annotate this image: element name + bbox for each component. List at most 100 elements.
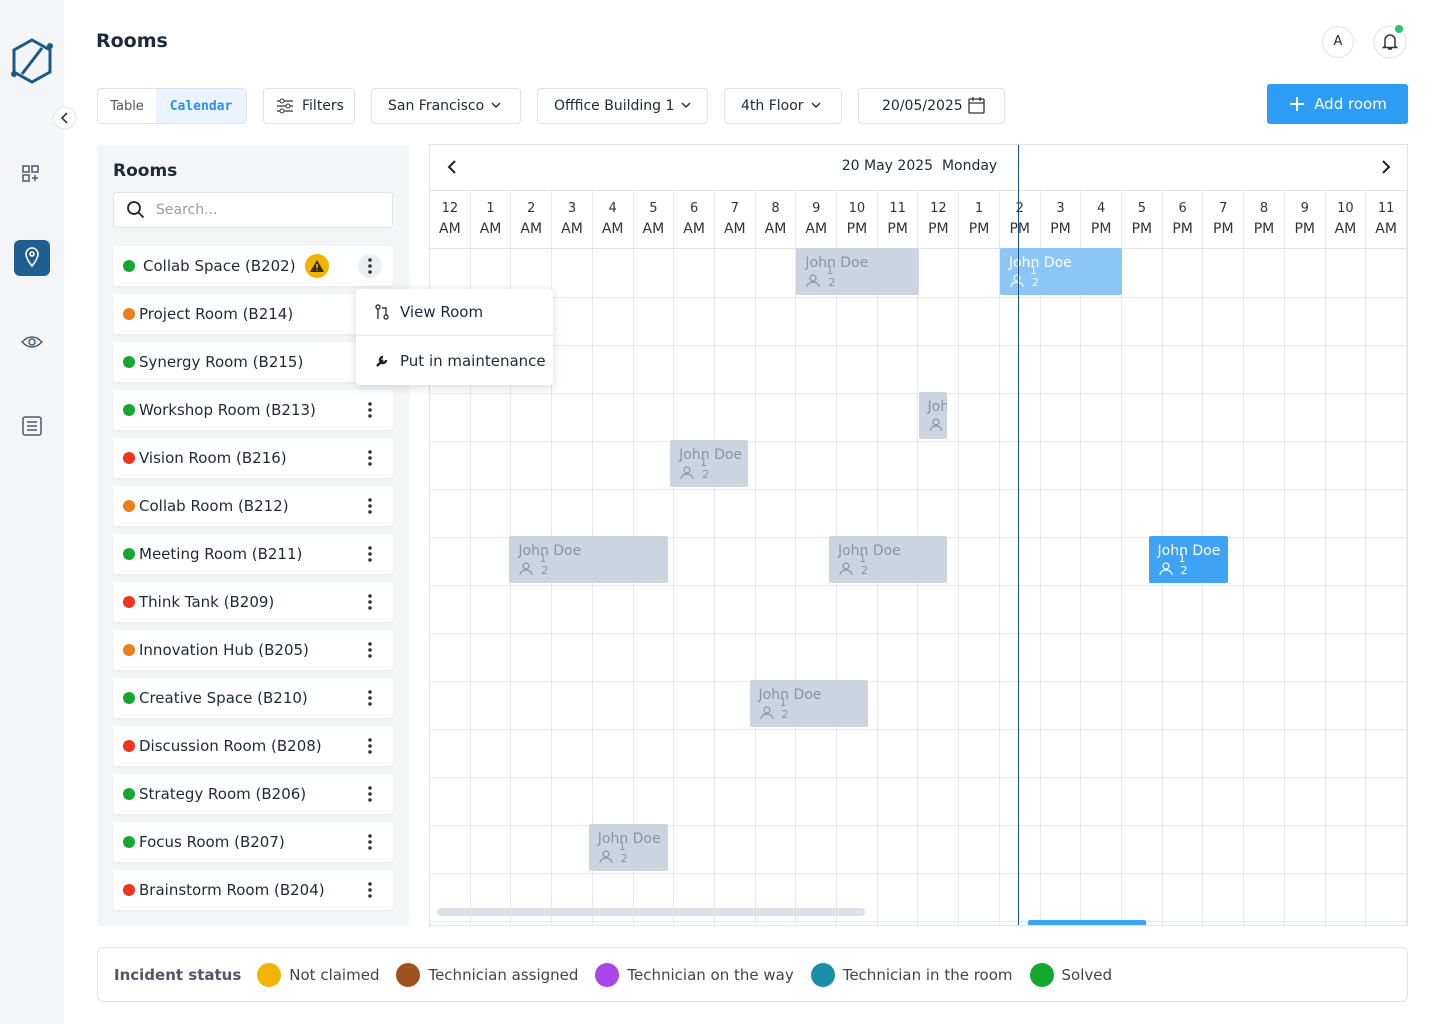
calendar-date: 20 May 2025 [841, 158, 934, 174]
prev-day[interactable] [442, 157, 462, 177]
period: AM [439, 221, 461, 237]
warning-icon [309, 260, 324, 272]
hour-header: 10 PM [837, 191, 878, 249]
hour-header: 4 PM [1081, 191, 1123, 249]
date: 20/05/2025 [882, 98, 963, 114]
room-menu-button[interactable] [358, 590, 382, 614]
booking[interactable]: John Doe 1 2 [509, 536, 669, 583]
hour-header: 6 AM [674, 191, 715, 249]
booking[interactable]: John Doe 1 2 [749, 680, 868, 727]
booking[interactable]: John Doe 1 2 [1148, 536, 1228, 583]
room-menu-button[interactable] [358, 782, 382, 806]
booking[interactable]: John Doe [1028, 920, 1147, 925]
person-icon [680, 466, 694, 480]
incident-legend: Incident status Not claimed Technician as… [97, 947, 1408, 1002]
hour-header: 11 PM [877, 191, 919, 249]
hour: 9 [1300, 201, 1309, 216]
rooms-nav-active[interactable] [14, 240, 50, 276]
room-menu-button[interactable] [358, 542, 382, 566]
room-item[interactable]: Collab Space (B202) [113, 246, 393, 286]
period: PM [1253, 221, 1275, 237]
hour: 1 [974, 201, 984, 216]
room-item[interactable]: Brainstorm Room (B204) [113, 870, 393, 910]
dashboard-icon[interactable] [20, 164, 44, 184]
status-dot [123, 500, 135, 512]
status-dot [123, 548, 135, 560]
status-dot [123, 692, 135, 704]
room-menu-button[interactable] [358, 830, 382, 854]
booking[interactable]: John Doe 1 2 [999, 248, 1123, 295]
room-item[interactable]: Innovation Hub (B205) [113, 630, 393, 670]
collapse-button[interactable] [53, 106, 77, 130]
date-picker[interactable]: 20/05/2025 [858, 88, 1005, 124]
hour: 5 [649, 201, 658, 216]
room-item[interactable]: Project Room (B214) [113, 294, 393, 334]
grid-column [593, 249, 634, 925]
room-menu-button[interactable] [358, 638, 382, 662]
grid-row-line [430, 441, 1407, 442]
menu-item[interactable]: Put in maintenance [356, 336, 553, 385]
avatar[interactable]: A [1322, 26, 1354, 58]
room-menu-button[interactable] [358, 878, 382, 902]
room-name: Vision Room (B216) [139, 449, 287, 467]
room-item[interactable]: Workshop Room (B213) [113, 390, 393, 430]
room-item[interactable]: Strategy Room (B206) [113, 774, 393, 814]
city-select[interactable]: San Francisco [371, 88, 521, 124]
horizontal-scrollbar[interactable] [437, 908, 865, 916]
hour: 4 [1097, 201, 1106, 216]
grid-column [796, 249, 838, 925]
filters-button[interactable]: Filters [263, 88, 355, 124]
notifications[interactable] [1372, 22, 1412, 62]
hour: 6 [1178, 201, 1187, 216]
kebab-icon [368, 786, 372, 802]
status-dot [123, 884, 135, 896]
booking-count: 2 [702, 468, 710, 481]
period: PM [968, 221, 990, 237]
room-item[interactable]: Meeting Room (B211) [113, 534, 393, 574]
table-tab[interactable]: Table [110, 98, 144, 114]
hour-header: 5 AM [633, 191, 675, 249]
period: AM [642, 221, 665, 237]
context-menu: View Room Put in maintenance [356, 289, 553, 385]
next-day[interactable] [1376, 157, 1396, 177]
room-menu-button[interactable] [358, 494, 382, 518]
city: San Francisco [388, 98, 485, 114]
search-input[interactable]: Search... [113, 192, 393, 228]
menu-item[interactable]: View Room [356, 289, 553, 336]
grid-row-line [430, 873, 1407, 874]
room-item[interactable]: Synergy Room (B215) [113, 342, 393, 382]
booking[interactable]: John Doe 1 2 [828, 536, 947, 583]
room-item[interactable]: Creative Space (B210) [113, 678, 393, 718]
hour-header: 9 AM [796, 191, 838, 249]
grid-column [674, 249, 715, 925]
kebab-icon [368, 546, 372, 562]
booking[interactable]: Joh [918, 392, 947, 439]
room-item[interactable]: Focus Room (B207) [113, 822, 393, 862]
booking[interactable]: John Doe 1 2 [670, 440, 748, 487]
view-icon [375, 304, 389, 320]
room-item[interactable]: Vision Room (B216) [113, 438, 393, 478]
calendar-weekday: Monday [941, 158, 998, 174]
room-menu-button[interactable] [358, 254, 382, 278]
room-name: Synergy Room (B215) [139, 353, 304, 371]
room-menu-button[interactable] [358, 398, 382, 422]
add-room-button[interactable]: Add room [1267, 84, 1408, 124]
booking[interactable]: John Doe 1 2 [588, 824, 669, 871]
list-icon[interactable] [20, 416, 44, 436]
hour-header: 8 AM [755, 191, 797, 249]
room-item[interactable]: Think Tank (B209) [113, 582, 393, 622]
grid-row-line [430, 777, 1407, 778]
eye-icon[interactable] [20, 332, 44, 352]
room-item[interactable]: Collab Room (B212) [113, 486, 393, 526]
floor-select[interactable]: 4th Floor [724, 88, 842, 124]
booking[interactable]: John Doe 1 2 [796, 248, 919, 295]
room-menu-button[interactable] [358, 446, 382, 470]
room-menu-button[interactable] [358, 734, 382, 758]
calendar-tab[interactable]: Calendar [156, 89, 246, 123]
room-item[interactable]: Discussion Room (B208) [113, 726, 393, 766]
hour: 11 [889, 201, 906, 216]
grid-column [1000, 249, 1041, 925]
legend-icon [595, 962, 620, 987]
building-select[interactable]: Offfice Building 1 [537, 88, 708, 124]
room-menu-button[interactable] [358, 686, 382, 710]
